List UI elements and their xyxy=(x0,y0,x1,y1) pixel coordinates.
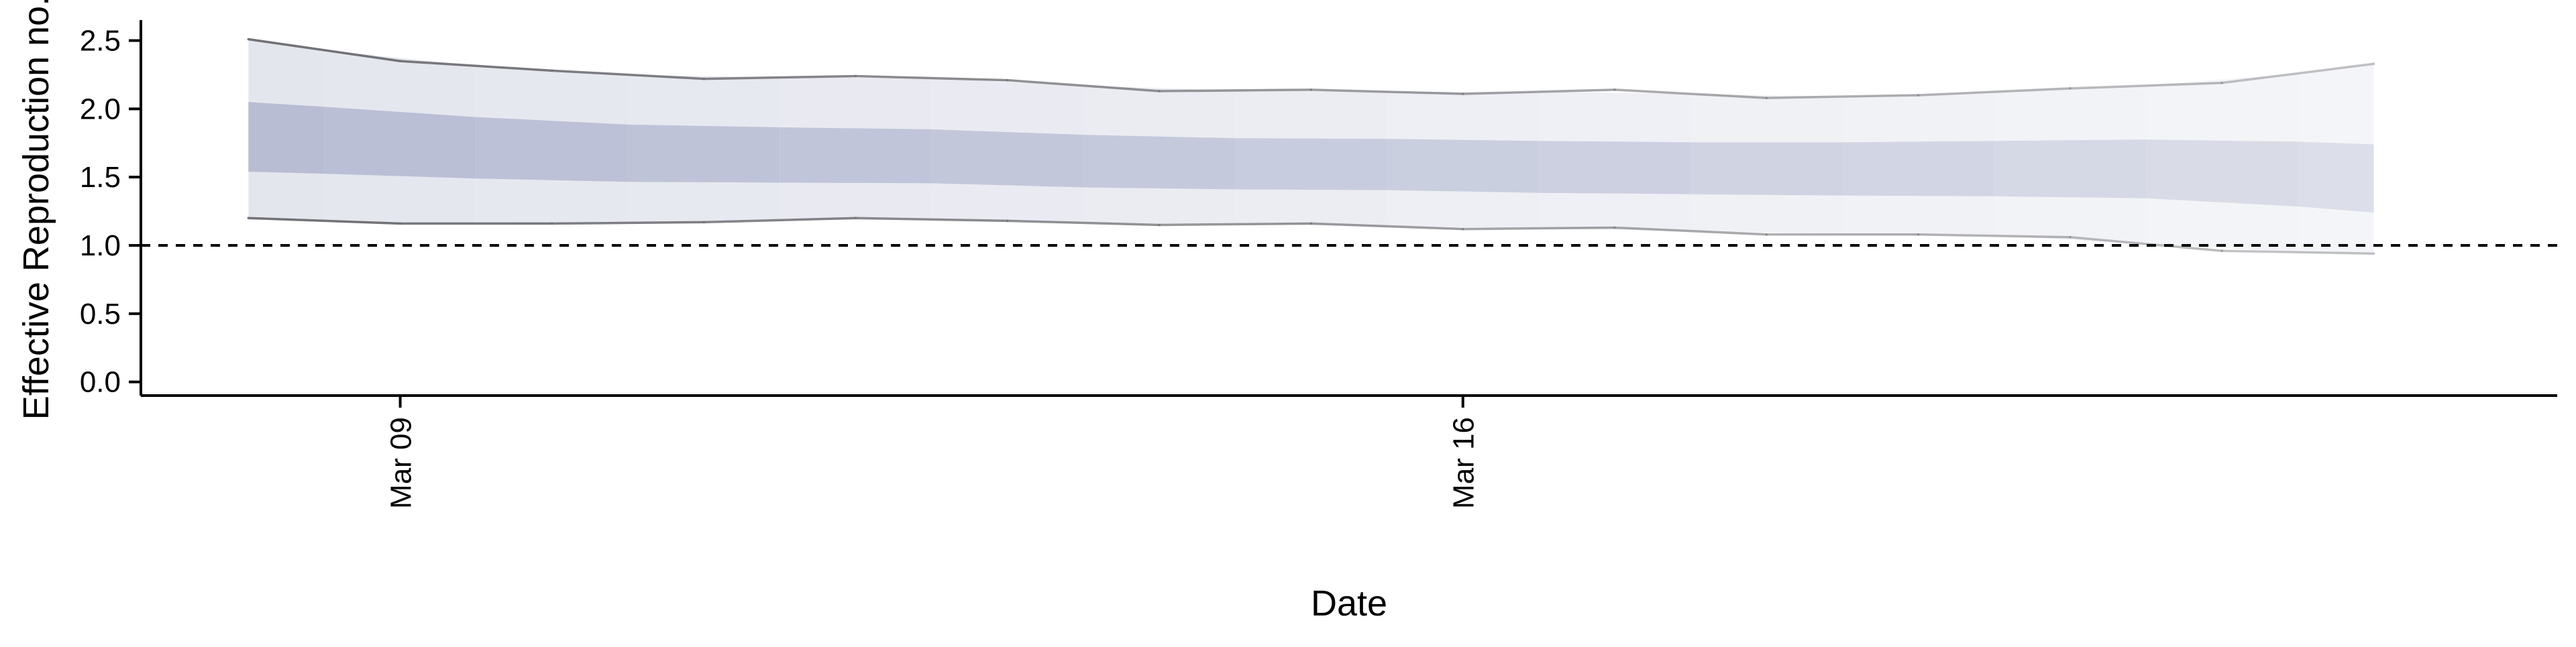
uncertainty-bands xyxy=(248,39,2374,254)
x-tick-label: Mar 16 xyxy=(1448,417,1481,509)
lower-bound-line-segment xyxy=(247,217,402,225)
outer-band-segment xyxy=(2298,64,2374,254)
inner-band-segment xyxy=(1842,141,1994,196)
inner-band-segment xyxy=(1538,141,1691,194)
inner-band-segment xyxy=(476,117,629,182)
inner-band-segment xyxy=(2146,139,2298,207)
upper-bound-line-segment xyxy=(551,69,705,80)
lower-bound-line-segment xyxy=(2069,236,2223,252)
y-tick-label: 0.5 xyxy=(80,298,121,331)
upper-bound-line-segment xyxy=(702,74,857,80)
lower-bound-line-segment xyxy=(1309,222,1464,231)
y-axis-ticks: 0.0 0.5 1.0 1.5 2.0 2.5 xyxy=(80,25,141,399)
lower-bound-line-segment xyxy=(1613,226,1768,236)
inner-band-segment xyxy=(324,107,476,179)
lower-bound-line-segment xyxy=(854,217,1009,223)
lower-bound-line-segment xyxy=(1158,222,1313,227)
upper-bound-line-segment xyxy=(1006,78,1161,93)
upper-bound-line-segment xyxy=(1765,94,1920,99)
lower-bound-line-segment xyxy=(2220,249,2375,255)
lower-bound-line-segment xyxy=(1917,233,2072,239)
y-tick-label: 2.5 xyxy=(80,25,121,58)
inner-band-segment xyxy=(628,124,780,183)
y-tick-label: 2.0 xyxy=(80,93,121,125)
outer-band-segment xyxy=(1994,85,2147,244)
inner-band-segment xyxy=(1994,139,2147,198)
upper-bound-line-segment xyxy=(1461,89,1616,95)
inner-band-segment xyxy=(931,129,1083,188)
inner-band-segment xyxy=(1690,142,1843,196)
upper-bound-line-segment xyxy=(1158,89,1313,93)
upper-bound-line-segment xyxy=(2220,62,2375,84)
inner-band-segment xyxy=(1387,139,1539,193)
axes xyxy=(140,20,2557,397)
outer-band-segment xyxy=(2146,73,2298,253)
y-tick-label: 1.5 xyxy=(80,161,121,194)
inner-band-segment xyxy=(248,102,325,174)
lower-bound-line-segment xyxy=(702,217,857,224)
y-tick-label: 0.0 xyxy=(80,366,121,399)
outer-bound-lines xyxy=(247,38,2375,255)
upper-bound-line-segment xyxy=(2069,81,2223,90)
inner-band-segment xyxy=(1083,135,1236,190)
upper-bound-line-segment xyxy=(247,38,402,62)
lower-bound-line-segment xyxy=(551,221,705,225)
upper-bound-line-segment xyxy=(854,74,1009,82)
lower-bound-line-segment xyxy=(1461,226,1616,231)
inner-band-segment xyxy=(2298,141,2374,213)
lower-bound-line-segment xyxy=(1006,219,1161,227)
inner-band-segment xyxy=(1235,138,1387,190)
x-tick-label: Mar 09 xyxy=(385,417,418,509)
upper-bound-line-segment xyxy=(1613,89,1768,99)
x-axis-title: Date xyxy=(1311,583,1387,624)
y-tick-label: 1.0 xyxy=(80,229,121,262)
x-axis-ticks: Mar 09 Mar 16 xyxy=(385,396,1481,509)
upper-bound-line-segment xyxy=(398,60,553,72)
upper-bound-line-segment xyxy=(1917,87,2072,97)
y-axis-title: Effective Reproduction no. xyxy=(16,0,56,420)
upper-bound-line-segment xyxy=(1309,89,1464,95)
inner-band-segment xyxy=(780,127,932,184)
